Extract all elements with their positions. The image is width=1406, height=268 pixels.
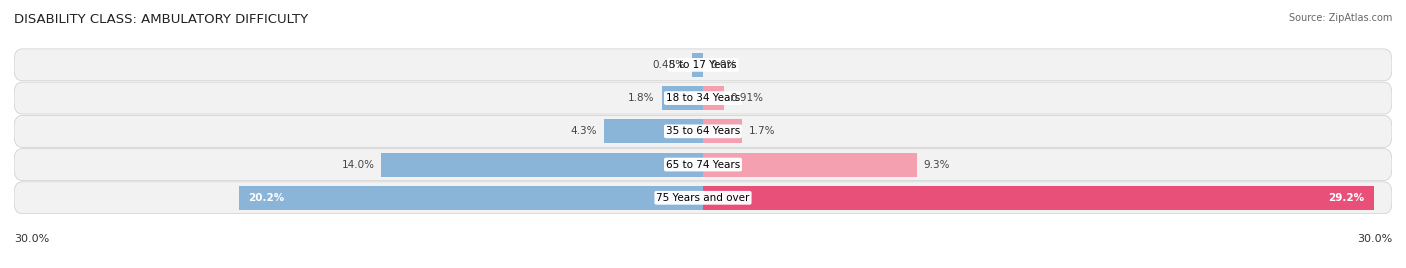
Text: 4.3%: 4.3% — [571, 126, 598, 136]
FancyBboxPatch shape — [14, 182, 1392, 214]
FancyBboxPatch shape — [14, 82, 1392, 114]
Text: 0.91%: 0.91% — [731, 93, 763, 103]
Text: 20.2%: 20.2% — [249, 193, 284, 203]
Text: 9.3%: 9.3% — [924, 159, 950, 170]
Text: 1.7%: 1.7% — [749, 126, 776, 136]
Bar — [239, 186, 703, 210]
FancyBboxPatch shape — [14, 148, 1392, 181]
Text: DISABILITY CLASS: AMBULATORY DIFFICULTY: DISABILITY CLASS: AMBULATORY DIFFICULTY — [14, 13, 308, 27]
Bar — [662, 86, 703, 110]
Text: 14.0%: 14.0% — [342, 159, 374, 170]
Text: 1.8%: 1.8% — [628, 93, 655, 103]
Bar — [703, 186, 1374, 210]
Bar — [703, 119, 742, 143]
Text: 18 to 34 Years: 18 to 34 Years — [666, 93, 740, 103]
Text: 0.0%: 0.0% — [710, 60, 737, 70]
FancyBboxPatch shape — [14, 49, 1392, 81]
Bar — [692, 53, 703, 77]
Text: 75 Years and over: 75 Years and over — [657, 193, 749, 203]
Text: Source: ZipAtlas.com: Source: ZipAtlas.com — [1288, 13, 1392, 23]
Text: 35 to 64 Years: 35 to 64 Years — [666, 126, 740, 136]
Text: 65 to 74 Years: 65 to 74 Years — [666, 159, 740, 170]
Bar — [605, 119, 703, 143]
Text: 30.0%: 30.0% — [14, 234, 49, 244]
Text: 5 to 17 Years: 5 to 17 Years — [669, 60, 737, 70]
Bar — [703, 86, 724, 110]
Text: 30.0%: 30.0% — [1357, 234, 1392, 244]
Text: 29.2%: 29.2% — [1329, 193, 1364, 203]
FancyBboxPatch shape — [14, 115, 1392, 147]
Bar — [703, 152, 917, 177]
Text: 0.48%: 0.48% — [652, 60, 685, 70]
Bar — [381, 152, 703, 177]
